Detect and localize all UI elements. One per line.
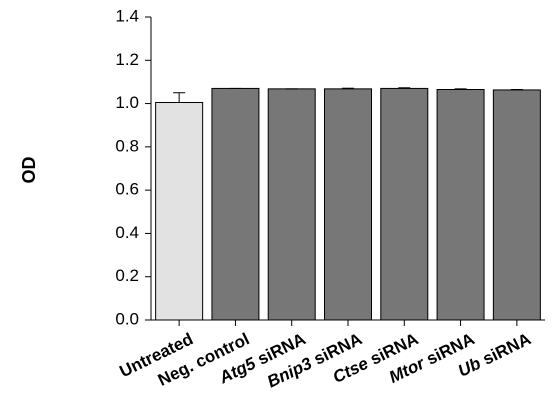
bar-5 — [436, 89, 485, 321]
bar-3 — [324, 88, 372, 321]
y-tick-label-0: 0.0 — [115, 309, 139, 328]
bar-0 — [155, 101, 204, 321]
y-tick-label-1: 0.2 — [115, 266, 139, 285]
bar-2 — [267, 88, 316, 321]
category-suffix: siRNA — [475, 329, 533, 371]
y-tick-label-4: 0.8 — [115, 136, 139, 155]
y-tick-label-6: 1.2 — [115, 50, 139, 69]
y-tick-label-7: 1.4 — [115, 6, 139, 25]
bar-4 — [380, 87, 429, 321]
y-tick-label-5: 1.0 — [115, 93, 139, 112]
y-tick-label-3: 0.6 — [115, 180, 139, 199]
bar-1 — [211, 87, 260, 321]
bar-6 — [492, 89, 541, 321]
y-axis-title: OD — [19, 156, 39, 183]
y-tick-label-2: 0.4 — [115, 223, 139, 242]
